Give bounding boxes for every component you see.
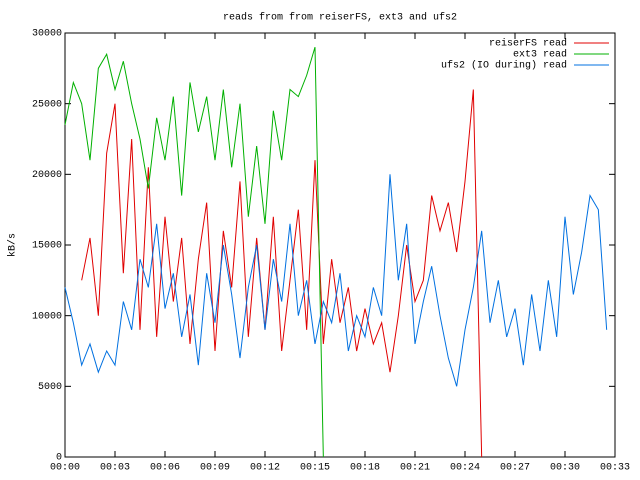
x-tick-label: 00:12 <box>250 463 280 474</box>
series-line <box>81 89 483 458</box>
x-tick-label: 00:30 <box>550 463 580 474</box>
y-tick-label: 20000 <box>32 170 62 181</box>
legend-label: ext3 read <box>513 49 567 61</box>
legend-label: reiserFS read <box>489 38 567 50</box>
y-tick-label: 15000 <box>32 241 62 252</box>
y-tick-label: 30000 <box>32 29 62 40</box>
x-tick-label: 00:06 <box>150 463 180 474</box>
x-tick-label: 00:15 <box>300 463 330 474</box>
series-line <box>64 46 324 458</box>
series-line <box>64 174 608 387</box>
y-tick-label: 5000 <box>38 382 62 393</box>
y-tick-label: 25000 <box>32 99 62 110</box>
x-tick-label: 00:18 <box>350 463 380 474</box>
x-tick-label: 00:21 <box>400 463 430 474</box>
legend-label: ufs2 (IO during) read <box>441 60 567 72</box>
x-tick-label: 00:00 <box>50 463 80 474</box>
x-tick-label: 00:09 <box>200 463 230 474</box>
x-tick-label: 00:24 <box>450 463 480 474</box>
y-tick-label: 0 <box>56 453 62 464</box>
x-tick-label: 00:03 <box>100 463 130 474</box>
x-tick-label: 00:27 <box>500 463 530 474</box>
chart-title: reads from from reiserFS, ext3 and ufs2 <box>223 12 457 24</box>
y-axis-label: kB/s <box>7 233 19 257</box>
y-tick-label: 10000 <box>32 311 62 322</box>
x-tick-label: 00:33 <box>600 463 630 474</box>
